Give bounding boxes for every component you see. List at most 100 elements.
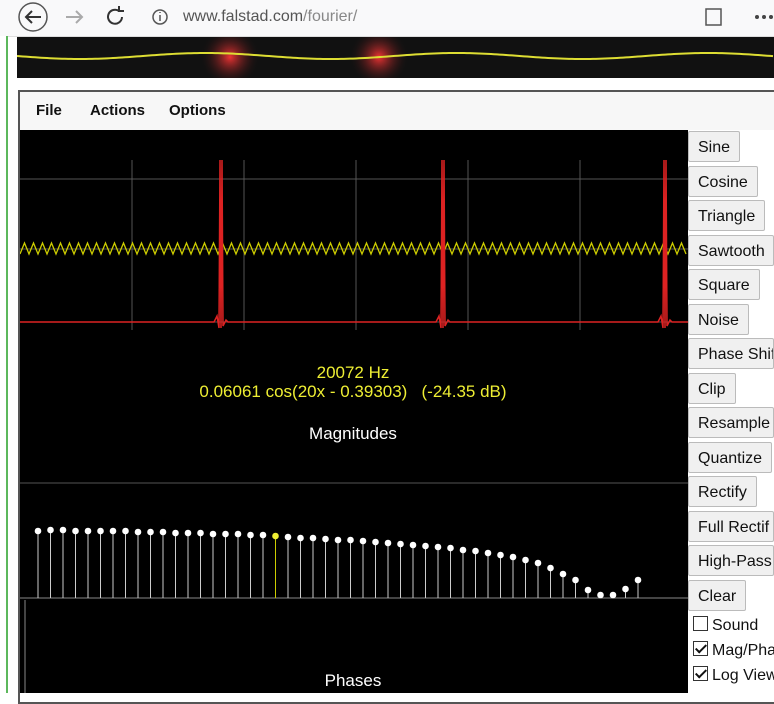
- phases-label: Phases: [325, 671, 382, 690]
- magnitude-dot: [472, 547, 479, 555]
- applet-canvas: 20072 Hz 0.06061 cos(20x - 0.39303) (-24…: [20, 130, 688, 693]
- magnitude-dot: [59, 526, 67, 534]
- menu-dot[interactable]: [762, 15, 766, 19]
- checkbox-box[interactable]: [693, 666, 708, 681]
- magnitude-dot: [484, 549, 492, 557]
- magnitude-dot: [72, 527, 79, 535]
- info-icon[interactable]: [152, 9, 168, 25]
- button[interactable]: Sine: [688, 131, 741, 162]
- magnitude-dot: [97, 527, 104, 535]
- magnitude-dot: [184, 529, 192, 537]
- magnitude-dot: [359, 537, 367, 545]
- magnitude-dot: [572, 576, 579, 584]
- button[interactable]: Clear: [688, 579, 747, 611]
- magnitude-dot: [634, 576, 642, 584]
- checkbox-label: Mag/Pha: [712, 642, 774, 659]
- magnitude-dot: [147, 528, 154, 536]
- magnitude-dot: [84, 527, 92, 535]
- magnitude-dot: [284, 533, 292, 541]
- magnitude-dot: [534, 559, 542, 567]
- sine-wave: [20, 241, 687, 256]
- button[interactable]: Rectify: [688, 476, 757, 507]
- checkbox-box[interactable]: [693, 641, 708, 656]
- button[interactable]: Clip: [688, 372, 736, 404]
- magnitude-dot: [497, 551, 504, 559]
- magnitude-dot: [622, 585, 629, 593]
- menu-dot[interactable]: [769, 15, 773, 19]
- browser-toolbar: www.falstad.com/fourier/: [0, 0, 774, 37]
- magnitude-dot: [584, 586, 592, 594]
- menu-item[interactable]: Actions: [90, 102, 146, 119]
- magnitude-dot: [109, 527, 117, 535]
- magnitude-dot: [597, 591, 604, 599]
- magnitude-dot: [172, 529, 179, 537]
- magnitude-dot: [447, 544, 454, 552]
- magnitude-dot: [334, 536, 342, 544]
- menu-bar: File Actions Options: [20, 92, 774, 130]
- magnitude-dot: [559, 570, 567, 578]
- magnitude-dot: [222, 530, 229, 538]
- magnitude-dot: [434, 543, 442, 551]
- canvas-bg: [20, 130, 688, 693]
- back-button[interactable]: [18, 2, 48, 32]
- button[interactable]: Resample: [688, 407, 774, 438]
- checkbox[interactable]: Mag/Pha: [693, 641, 774, 660]
- button[interactable]: Sawtooth: [688, 234, 774, 266]
- menu-dot[interactable]: [755, 15, 759, 19]
- checkbox-label: Sound: [712, 617, 759, 634]
- magnitude-dot: [322, 535, 329, 543]
- magnitude-dot: [34, 527, 42, 535]
- forward-button[interactable]: [66, 10, 84, 24]
- button[interactable]: High-Pass: [688, 545, 774, 576]
- magnitude-dot: [609, 591, 617, 599]
- url-bar[interactable]: www.falstad.com/fourier/: [183, 8, 357, 26]
- reload-button[interactable]: [107, 6, 124, 25]
- magnitude-dot: [384, 539, 392, 547]
- button[interactable]: Full Rectif: [688, 510, 774, 542]
- checkbox-box[interactable]: [693, 616, 708, 631]
- magnitude-dot: [122, 527, 129, 535]
- banner-glow: [200, 37, 260, 78]
- banner-wave: [17, 52, 774, 61]
- magnitude-dot: [297, 534, 304, 542]
- url-host: www.falstad.com: [183, 8, 304, 25]
- menu-item[interactable]: File: [36, 102, 62, 119]
- magnitude-dot: [247, 531, 254, 539]
- magnitude-dot: [234, 530, 242, 538]
- checkbox[interactable]: Sound: [693, 616, 758, 635]
- magnitude-dot: [47, 526, 54, 534]
- toolbar-icons: [18, 2, 773, 32]
- magnitude-dot: [372, 538, 379, 546]
- button[interactable]: Quantize: [688, 441, 773, 473]
- magnitude-dot: [134, 528, 142, 536]
- button[interactable]: Phase Shif: [688, 338, 774, 369]
- magnitude-dot: [159, 528, 167, 536]
- magnitude-dot: [209, 530, 217, 538]
- sidebar-edge: [0, 36, 8, 693]
- banner: [17, 37, 774, 78]
- magnitude-dot: [409, 541, 417, 549]
- magnitude-dot: [397, 540, 404, 548]
- button[interactable]: Noise: [688, 303, 749, 335]
- magnitude-dot: [422, 542, 429, 550]
- banner-art: [17, 37, 774, 78]
- magnitude-dot: [509, 553, 517, 561]
- magnitude-dot: [547, 564, 554, 572]
- button[interactable]: Cosine: [688, 165, 758, 197]
- term-readout: 0.06061 cos(20x - 0.39303) (-24.35 dB): [199, 382, 506, 401]
- checkbox[interactable]: Log View: [693, 666, 774, 685]
- reader-icon[interactable]: [705, 8, 722, 26]
- signal-wave: [20, 159, 688, 329]
- magnitude-dot: [259, 531, 267, 539]
- magnitude-dot: [272, 532, 279, 540]
- magnitude-dot: [309, 534, 317, 542]
- magnitude-dot: [459, 546, 467, 554]
- url-path: /fourier/: [303, 8, 358, 25]
- magnitudes-label: Magnitudes: [309, 424, 397, 443]
- menu-item[interactable]: Options: [169, 102, 226, 119]
- back-arrow: [24, 10, 41, 24]
- checkbox-label: Log View: [712, 667, 774, 684]
- button[interactable]: Square: [688, 269, 760, 300]
- button[interactable]: Triangle: [688, 200, 766, 231]
